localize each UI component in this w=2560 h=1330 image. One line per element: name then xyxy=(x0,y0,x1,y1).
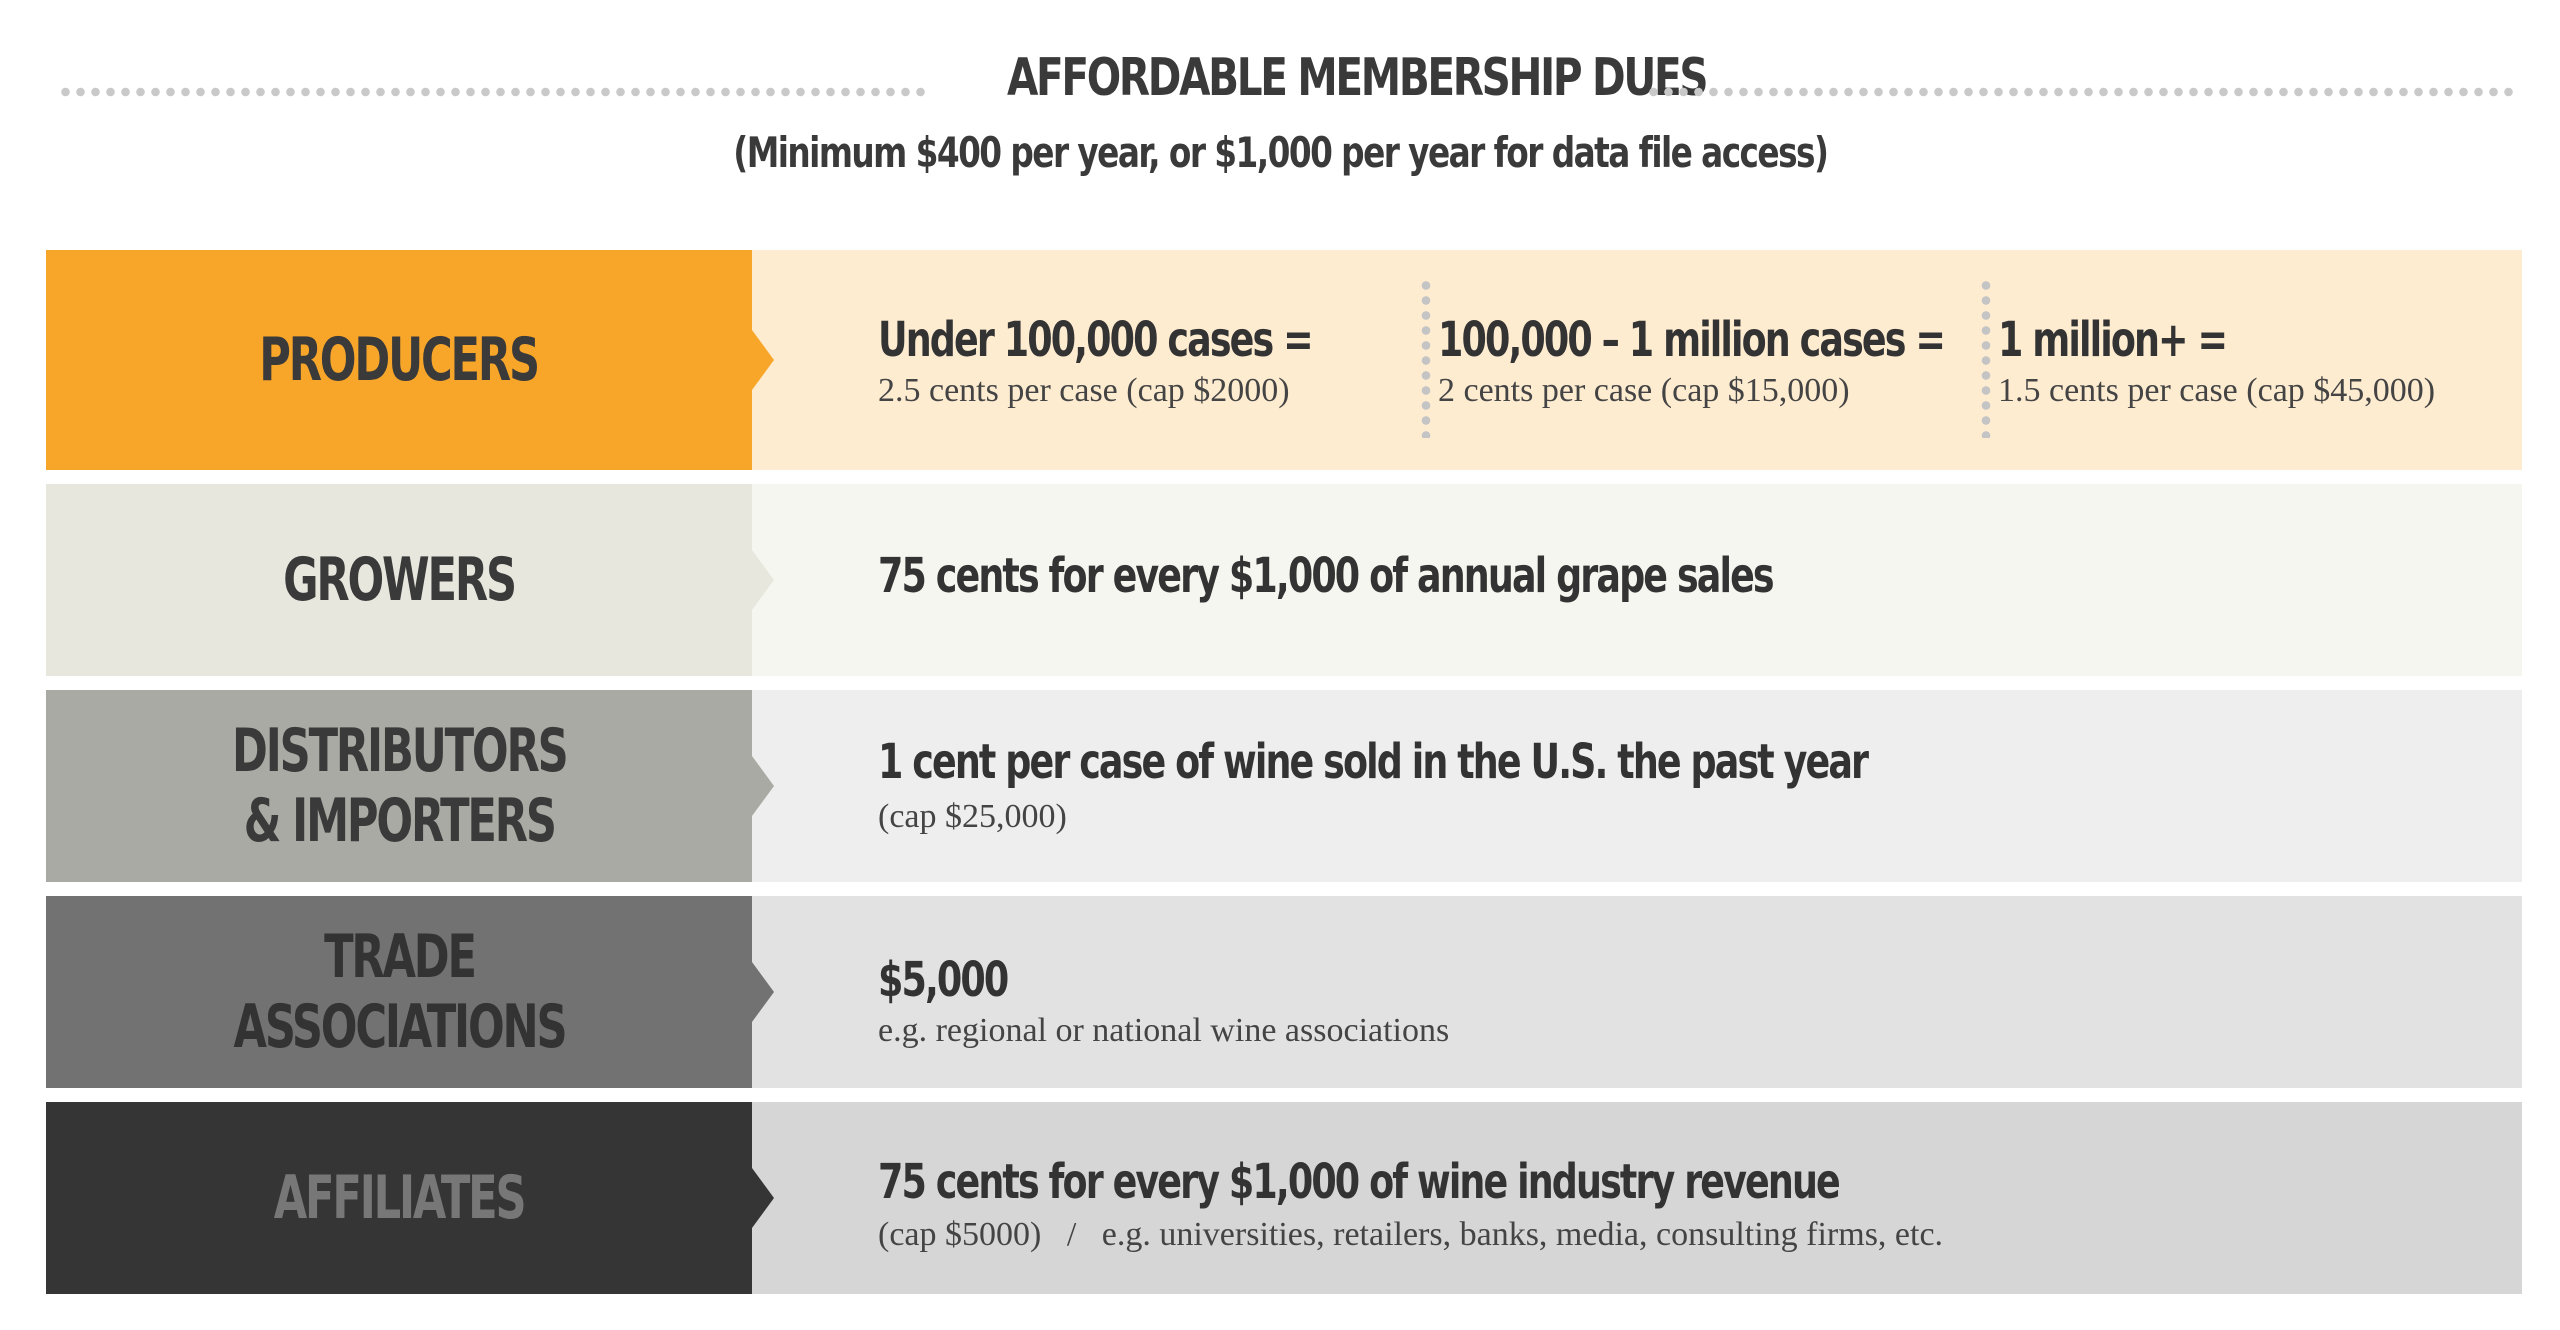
dues-table: Under 100,000 cases = 2.5 cents per case… xyxy=(46,250,2522,1294)
row-growers: 75 cents for every $1,000 of annual grap… xyxy=(46,484,2522,676)
row-distributors-importers: 1 cent per case of wine sold in the U.S.… xyxy=(46,690,2522,882)
tier-heading: 1 million+ = xyxy=(1998,312,2228,368)
tier-heading: 100,000 – 1 million cases = xyxy=(1438,312,1946,368)
dues-cap: (cap $25,000) xyxy=(878,798,1067,835)
tier-rate: 2.5 cents per case (cap $2000) xyxy=(878,372,1290,409)
tier-heading: Under 100,000 cases = xyxy=(878,312,1314,368)
affiliates-content: 75 cents for every $1,000 of wine indust… xyxy=(752,1102,2522,1294)
arrow-marker xyxy=(752,756,774,816)
category-label: AFFILIATES xyxy=(273,1163,527,1233)
tier-rate: 1.5 cents per case (cap $45,000) xyxy=(1998,372,2436,409)
title-row: AFFORDABLE MEMBERSHIP DUES xyxy=(0,40,2560,130)
dues-description: 1 cent per case of wine sold in the U.S.… xyxy=(878,734,1869,790)
dues-description: 75 cents for every $1,000 of annual grap… xyxy=(878,548,1775,604)
dues-cap-examples: (cap $5000) / e.g. universities, retaile… xyxy=(878,1216,1944,1253)
category-affiliates: AFFILIATES xyxy=(46,1102,752,1294)
category-trade-associations: TRADE ASSOCIATIONS xyxy=(46,896,752,1088)
dues-amount: $5,000 xyxy=(878,952,1009,1008)
dotted-rule-right xyxy=(1646,87,2516,97)
producers-content: Under 100,000 cases = 2.5 cents per case… xyxy=(752,250,2522,470)
category-distributors-importers: DISTRIBUTORS & IMPORTERS xyxy=(46,690,752,882)
tier-rate: 2 cents per case (cap $15,000) xyxy=(1438,372,1850,409)
growers-content: 75 cents for every $1,000 of annual grap… xyxy=(752,484,2522,676)
page-subtitle: (Minimum $400 per year, or $1,000 per ye… xyxy=(732,128,1829,177)
dotted-rule-left xyxy=(58,87,928,97)
category-label: GROWERS xyxy=(283,545,517,615)
arrow-marker xyxy=(752,1168,774,1228)
row-trade-associations: $5,000 e.g. regional or national wine as… xyxy=(46,896,2522,1088)
producers-tier-large: 1 million+ = 1.5 cents per case (cap $45… xyxy=(1998,250,2558,470)
producers-tier-small: Under 100,000 cases = 2.5 cents per case… xyxy=(878,250,1358,470)
category-label: TRADE ASSOCIATIONS xyxy=(233,922,567,1062)
tier-divider xyxy=(1981,278,1991,438)
tier-divider xyxy=(1421,278,1431,438)
distributors-content: 1 cent per case of wine sold in the U.S.… xyxy=(752,690,2522,882)
category-label: DISTRIBUTORS & IMPORTERS xyxy=(231,716,569,856)
page-title: AFFORDABLE MEMBERSHIP DUES xyxy=(1006,48,1709,108)
trade-content: $5,000 e.g. regional or national wine as… xyxy=(752,896,2522,1088)
category-producers: PRODUCERS xyxy=(46,250,752,470)
row-producers: Under 100,000 cases = 2.5 cents per case… xyxy=(46,250,2522,470)
arrow-marker xyxy=(752,330,774,390)
category-label: PRODUCERS xyxy=(259,325,541,395)
dues-example: e.g. regional or national wine associati… xyxy=(878,1012,1450,1049)
dues-description: 75 cents for every $1,000 of wine indust… xyxy=(878,1154,1841,1210)
arrow-marker xyxy=(752,962,774,1022)
row-affiliates: 75 cents for every $1,000 of wine indust… xyxy=(46,1102,2522,1294)
category-growers: GROWERS xyxy=(46,484,752,676)
header: AFFORDABLE MEMBERSHIP DUES (Minimum $400… xyxy=(0,40,2560,200)
arrow-marker xyxy=(752,550,774,610)
producers-tier-medium: 100,000 – 1 million cases = 2 cents per … xyxy=(1438,250,1946,470)
